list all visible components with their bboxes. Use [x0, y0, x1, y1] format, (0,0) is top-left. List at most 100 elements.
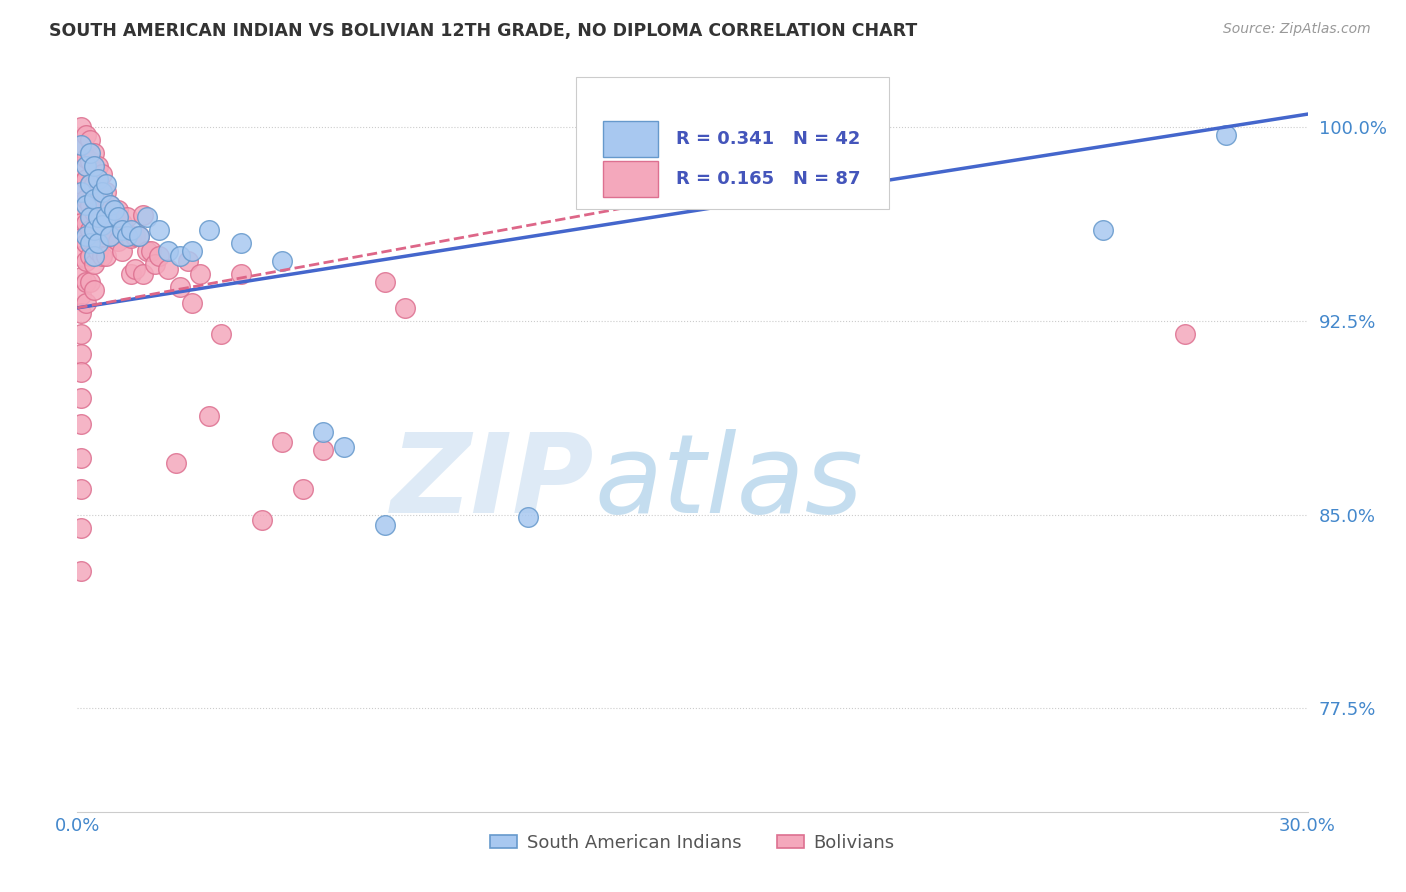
- Point: [70, 288, 93, 302]
- Point: [75, 236, 97, 251]
- Point: [70, 197, 93, 211]
- Point: [83, 177, 105, 191]
- Point: [169, 249, 191, 263]
- Point: [312, 442, 335, 457]
- Point: [271, 435, 294, 450]
- Point: [90, 185, 114, 199]
- Point: [75, 216, 97, 230]
- Point: [75, 151, 97, 165]
- Point: [231, 268, 253, 282]
- Point: [143, 257, 166, 271]
- Point: [141, 244, 163, 258]
- Point: [87, 236, 110, 251]
- Point: [94, 249, 117, 263]
- Point: [148, 223, 170, 237]
- Point: [79, 145, 101, 160]
- Point: [517, 510, 540, 524]
- Point: [231, 236, 253, 251]
- Point: [333, 441, 356, 455]
- Point: [79, 223, 101, 237]
- Point: [83, 231, 105, 245]
- Point: [111, 216, 134, 230]
- Point: [90, 249, 114, 263]
- Point: [181, 244, 204, 258]
- Point: [79, 197, 101, 211]
- Point: [136, 244, 159, 258]
- Point: [124, 228, 146, 243]
- Point: [156, 262, 179, 277]
- Point: [75, 228, 97, 243]
- Point: [94, 185, 117, 199]
- Point: [250, 513, 273, 527]
- Point: [90, 218, 114, 232]
- Point: [79, 249, 101, 263]
- Point: [87, 216, 110, 230]
- Point: [124, 262, 146, 277]
- Point: [98, 228, 121, 243]
- Text: ZIP: ZIP: [391, 428, 595, 535]
- Point: [70, 347, 93, 361]
- Point: [70, 306, 93, 320]
- Point: [107, 211, 129, 225]
- Point: [177, 254, 200, 268]
- Point: [83, 223, 105, 237]
- Point: [79, 211, 101, 225]
- Point: [1215, 128, 1237, 142]
- Point: [70, 565, 93, 579]
- Point: [394, 301, 416, 315]
- Point: [197, 409, 219, 424]
- Point: [197, 223, 219, 237]
- Point: [291, 482, 314, 496]
- Point: [169, 280, 191, 294]
- Point: [79, 133, 101, 147]
- Point: [120, 268, 142, 282]
- Point: [98, 228, 121, 243]
- Point: [120, 223, 142, 237]
- Point: [94, 211, 117, 225]
- Point: [115, 211, 138, 225]
- Point: [83, 193, 105, 207]
- Point: [75, 197, 97, 211]
- Point: [70, 450, 93, 465]
- Point: [90, 223, 114, 237]
- Point: [70, 392, 93, 406]
- Point: [94, 177, 117, 191]
- Text: SOUTH AMERICAN INDIAN VS BOLIVIAN 12TH GRADE, NO DIPLOMA CORRELATION CHART: SOUTH AMERICAN INDIAN VS BOLIVIAN 12TH G…: [49, 22, 918, 40]
- Point: [136, 211, 159, 225]
- Point: [103, 208, 125, 222]
- FancyBboxPatch shape: [575, 78, 890, 209]
- Point: [70, 138, 93, 153]
- Point: [148, 249, 170, 263]
- Point: [1174, 326, 1197, 341]
- Point: [75, 193, 97, 207]
- Point: [70, 417, 93, 432]
- Point: [87, 244, 110, 258]
- Point: [70, 185, 93, 199]
- Point: [79, 236, 101, 251]
- Point: [120, 231, 142, 245]
- Point: [70, 120, 93, 134]
- Point: [83, 145, 105, 160]
- Point: [156, 244, 179, 258]
- Point: [70, 159, 93, 173]
- Point: [75, 254, 97, 268]
- Point: [271, 254, 294, 268]
- Point: [1091, 223, 1114, 237]
- Text: atlas: atlas: [595, 428, 863, 535]
- Point: [83, 283, 105, 297]
- Point: [87, 159, 110, 173]
- Point: [79, 177, 101, 191]
- Point: [75, 128, 97, 142]
- Point: [107, 202, 129, 217]
- Point: [111, 223, 134, 237]
- Point: [165, 456, 187, 470]
- Point: [70, 269, 93, 284]
- Point: [83, 159, 105, 173]
- Point: [70, 520, 93, 534]
- Text: Source: ZipAtlas.com: Source: ZipAtlas.com: [1223, 22, 1371, 37]
- Legend: South American Indians, Bolivians: South American Indians, Bolivians: [484, 827, 901, 859]
- Bar: [603, 161, 658, 196]
- Point: [181, 295, 204, 310]
- Point: [107, 234, 129, 248]
- Point: [75, 159, 97, 173]
